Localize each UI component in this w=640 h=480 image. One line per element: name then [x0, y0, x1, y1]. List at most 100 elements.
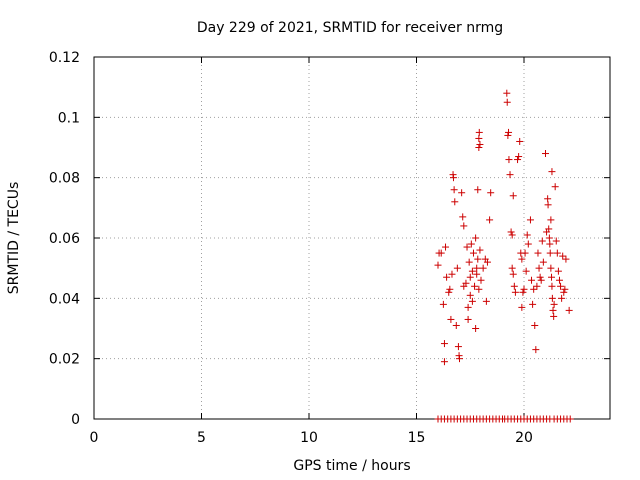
data-point — [530, 285, 538, 293]
data-point — [446, 285, 454, 293]
y-tick-label: 0.04 — [49, 291, 80, 307]
data-point — [507, 228, 515, 236]
data-point — [475, 134, 483, 142]
y-tick-label: 0.12 — [49, 50, 80, 66]
data-point — [459, 213, 467, 221]
data-point — [516, 137, 524, 145]
data-point — [558, 294, 566, 302]
data-point — [548, 168, 556, 176]
data-point — [551, 183, 559, 191]
y-axis-label: SRMTID / TECUs — [6, 182, 22, 295]
data-point — [534, 249, 542, 257]
data-point — [546, 249, 554, 257]
data-point — [476, 140, 484, 148]
data-point — [440, 340, 448, 348]
data-point — [472, 325, 480, 332]
x-axis-label: GPS time / hours — [293, 458, 410, 474]
data-point — [539, 258, 547, 266]
data-point — [450, 186, 458, 194]
data-point — [476, 246, 484, 254]
data-point — [452, 321, 460, 329]
data-point — [522, 267, 530, 275]
x-tick-label: 0 — [90, 430, 99, 446]
data-point — [538, 237, 546, 245]
y-tick-label: 0.06 — [49, 231, 80, 247]
points-layer — [434, 89, 574, 423]
data-point — [447, 315, 455, 323]
data-point — [521, 249, 529, 257]
data-point — [550, 312, 558, 320]
data-point — [536, 273, 544, 281]
data-point — [466, 291, 474, 299]
data-point — [559, 252, 567, 260]
data-point — [504, 131, 512, 139]
data-point — [547, 264, 555, 272]
x-tick-label: 15 — [408, 430, 426, 446]
y-tick-label: 0 — [71, 412, 80, 428]
data-point — [458, 189, 466, 197]
data-point — [443, 273, 451, 281]
data-point — [482, 297, 490, 305]
data-point — [449, 174, 457, 182]
data-point — [523, 231, 531, 239]
axes-layer: 0 5 10 15 20 0 0.02 0.04 0.06 0.08 0.1 0.12 — [49, 50, 611, 446]
data-point — [475, 285, 483, 293]
data-point — [509, 270, 517, 278]
data-point — [439, 300, 447, 308]
plot-frame — [93, 56, 611, 420]
data-point — [508, 231, 516, 239]
data-point — [465, 258, 473, 266]
data-point — [537, 276, 545, 284]
data-point — [510, 282, 518, 290]
data-point — [548, 294, 556, 302]
data-point — [518, 255, 526, 263]
grid-layer — [94, 57, 610, 419]
y-tick-label: 0.02 — [49, 352, 80, 368]
data-point — [549, 306, 557, 314]
data-point — [486, 216, 494, 224]
data-point — [460, 222, 468, 230]
data-point — [464, 315, 472, 323]
data-point — [473, 264, 481, 272]
data-point — [520, 285, 528, 293]
data-point — [508, 264, 516, 272]
data-point — [448, 270, 456, 278]
data-point — [562, 255, 570, 263]
data-point — [445, 288, 453, 296]
data-point — [451, 198, 459, 206]
data-point — [468, 267, 476, 275]
data-point — [471, 282, 479, 290]
y-tick-label: 0.1 — [58, 110, 80, 126]
data-point — [532, 346, 540, 354]
y-tick-label: 0.08 — [49, 171, 80, 187]
data-point — [475, 144, 483, 151]
data-point — [479, 264, 487, 272]
data-point — [528, 276, 536, 284]
data-point — [505, 156, 513, 164]
data-point — [548, 273, 556, 281]
data-point — [511, 288, 519, 296]
data-point — [531, 321, 539, 329]
data-point — [503, 89, 511, 97]
data-point — [467, 240, 475, 248]
data-point — [440, 358, 448, 366]
data-point — [515, 153, 523, 161]
data-point — [462, 279, 470, 287]
data-point — [474, 255, 482, 263]
data-point — [477, 276, 485, 284]
data-point — [518, 303, 526, 311]
data-point — [469, 249, 477, 257]
x-tick-label: 10 — [300, 430, 318, 446]
chart-title: Day 229 of 2021, SRMTID for receiver nrm… — [197, 20, 503, 36]
data-point — [533, 282, 541, 290]
data-point — [524, 240, 532, 248]
data-point — [509, 192, 517, 200]
data-point — [545, 234, 553, 242]
data-point — [546, 240, 554, 248]
data-point — [553, 249, 561, 257]
data-point — [529, 300, 537, 308]
data-point — [468, 297, 476, 305]
data-point — [505, 128, 513, 136]
data-point — [555, 276, 563, 284]
